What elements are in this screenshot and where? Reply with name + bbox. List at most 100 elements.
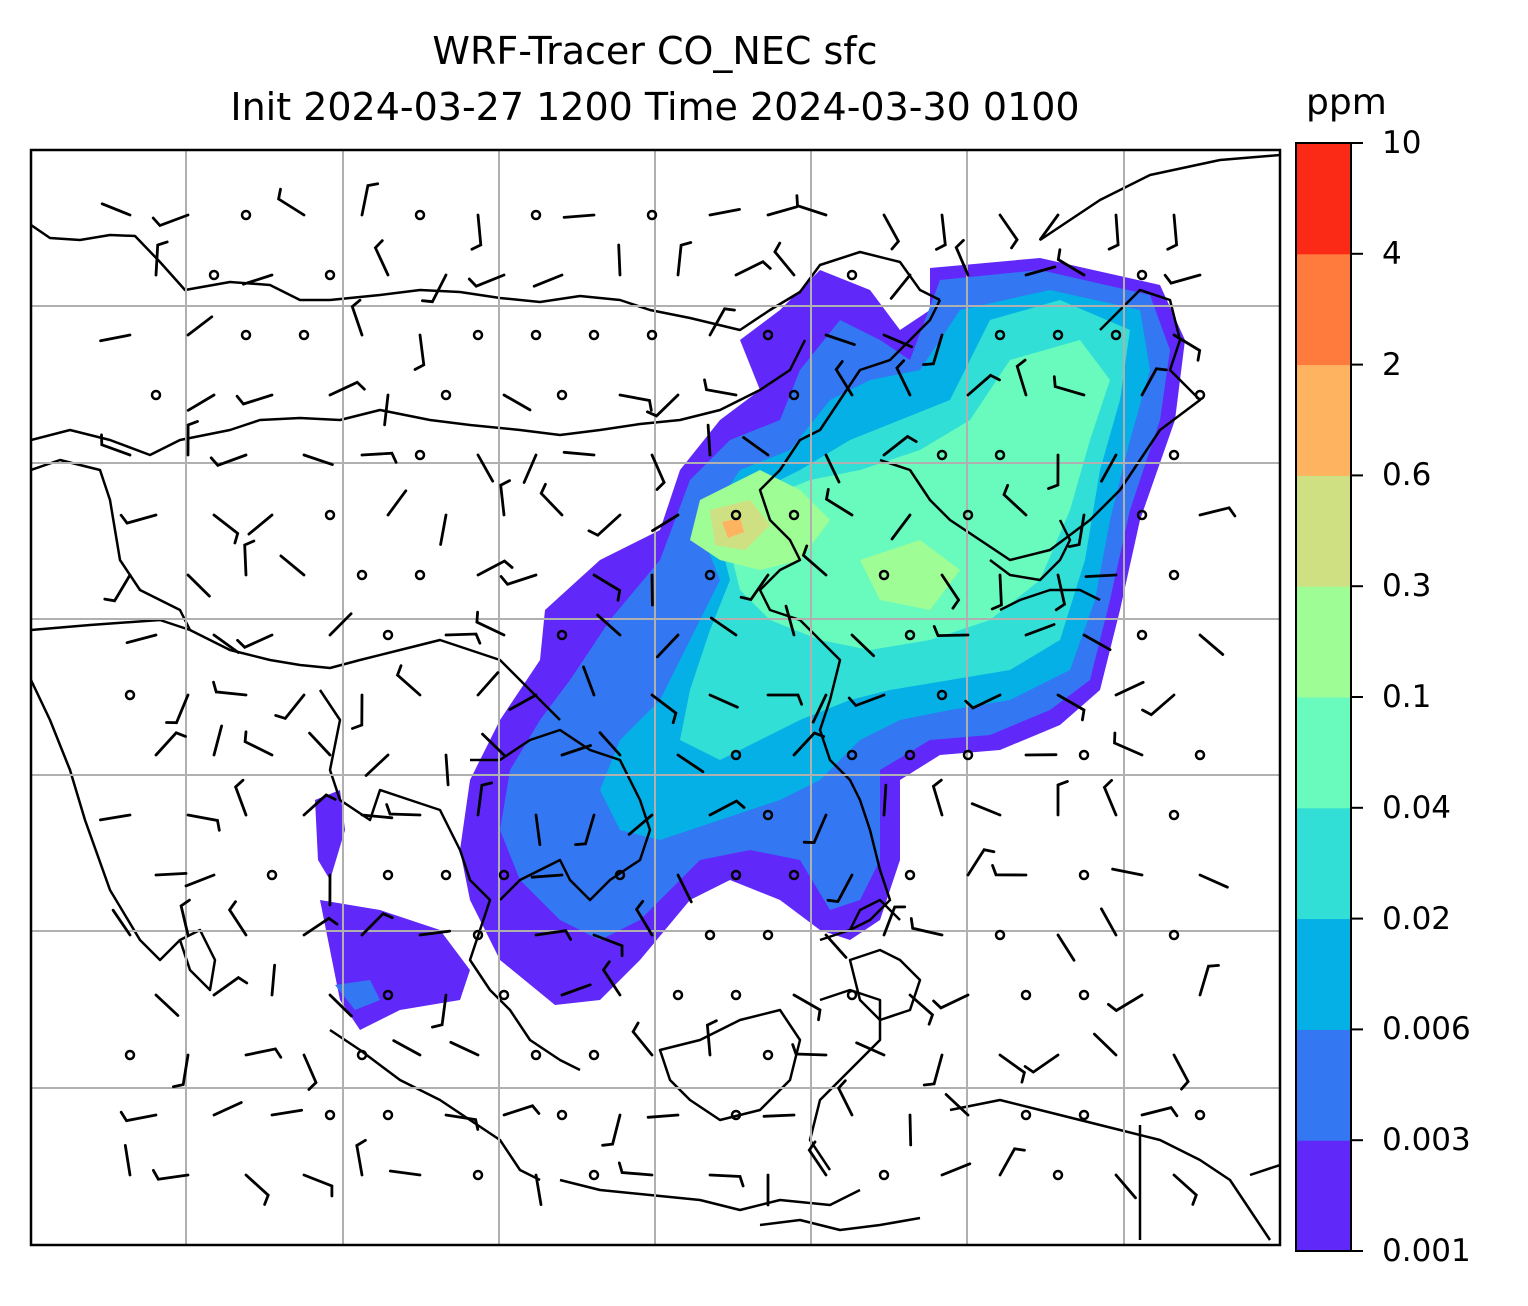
- calm-wind-marker: [936, 689, 948, 701]
- calm-wind-marker: [240, 329, 252, 341]
- wind-barb: [592, 933, 624, 958]
- wind-barb: [431, 993, 448, 1029]
- calm-wind-marker: [1136, 269, 1148, 281]
- wind-barb: [1054, 573, 1067, 612]
- wind-barb: [243, 539, 256, 577]
- wind-barb: [807, 1140, 828, 1177]
- wind-barb: [882, 333, 913, 349]
- map-title-line2: Init 2024-03-27 1200 Time 2024-03-30 010…: [230, 85, 1080, 129]
- wind-barb: [935, 213, 947, 251]
- calm-wind-marker: [646, 209, 658, 221]
- wind-barb: [242, 273, 274, 286]
- calm-wind-marker: [324, 1109, 336, 1121]
- calm-wind-marker: [762, 809, 774, 821]
- calm-wind-marker: [588, 1169, 600, 1181]
- wind-barb: [125, 633, 158, 645]
- wind-barb: [587, 513, 622, 537]
- colorbar-swatch: [1296, 697, 1351, 809]
- wind-barb: [209, 453, 248, 467]
- tracer-field: [315, 258, 1185, 1030]
- wind-barb: [1107, 213, 1120, 251]
- wind-barb: [233, 778, 248, 817]
- wind-barb: [1141, 693, 1176, 717]
- wind-barb: [560, 983, 592, 997]
- calm-wind-marker: [530, 209, 542, 221]
- wind-barb: [560, 744, 592, 757]
- wind-barb: [99, 333, 132, 343]
- wind-barb: [444, 632, 482, 645]
- calm-wind-marker: [1078, 1109, 1090, 1121]
- wind-barb: [908, 993, 935, 1026]
- colorbar-swatch: [1296, 364, 1351, 476]
- wind-barb: [395, 664, 422, 697]
- wind-barb: [151, 213, 190, 228]
- wind-barb: [998, 1053, 1026, 1084]
- wind-barb: [123, 1144, 132, 1177]
- calm-wind-marker: [382, 989, 394, 1001]
- calm-wind-marker: [1136, 509, 1148, 521]
- calm-wind-marker: [904, 629, 916, 641]
- wind-barb: [383, 393, 390, 427]
- wind-barb: [212, 680, 248, 697]
- calm-wind-marker: [762, 329, 774, 341]
- colorbar-tick-label: 2: [1382, 346, 1402, 383]
- wind-barb: [676, 873, 693, 904]
- colorbar-tick-label: 0.04: [1382, 789, 1452, 826]
- wind-barb: [811, 693, 828, 724]
- wind-barb: [676, 753, 705, 774]
- colorbar-tick-label: 0.6: [1382, 457, 1432, 494]
- wind-barb: [476, 781, 494, 817]
- wind-barb: [212, 513, 240, 545]
- wind-barb: [1015, 358, 1028, 397]
- wind-barb: [676, 241, 693, 277]
- calm-wind-marker: [704, 929, 716, 941]
- wind-barb: [270, 963, 276, 997]
- wind-barb: [470, 213, 483, 251]
- wind-barb: [1024, 265, 1057, 277]
- calm-wind-marker: [762, 1049, 774, 1061]
- calm-wind-marker: [962, 749, 974, 761]
- calm-wind-marker: [1078, 869, 1090, 881]
- colorbar-swatch: [1296, 1029, 1351, 1141]
- wind-barb: [708, 208, 741, 217]
- tracer-level-6b: [860, 540, 960, 610]
- wind-barb: [388, 1169, 422, 1177]
- wind-barb: [592, 573, 622, 602]
- wind-barb: [328, 380, 366, 397]
- wind-barb: [1172, 1053, 1190, 1091]
- wind-barb: [940, 573, 961, 610]
- wind-barb: [244, 1173, 270, 1206]
- wind-barb: [1166, 213, 1179, 251]
- wind-barb: [499, 573, 538, 586]
- calm-wind-marker: [904, 749, 916, 761]
- wind-barb: [172, 1053, 190, 1089]
- calm-wind-marker: [1194, 749, 1206, 761]
- wind-barb: [795, 194, 828, 217]
- wind-barb: [708, 1173, 745, 1188]
- calm-wind-marker: [356, 1049, 368, 1061]
- wind-barb: [539, 482, 564, 517]
- wind-barb: [1047, 453, 1060, 490]
- wind-barb: [1056, 933, 1076, 962]
- calm-wind-marker: [440, 869, 452, 881]
- wind-barb: [302, 916, 339, 937]
- wind-barb: [882, 905, 907, 937]
- wind-barb: [792, 993, 822, 1022]
- wind-barb: [824, 933, 848, 959]
- tracer-level-1-coast: [315, 790, 345, 880]
- calm-wind-marker: [498, 869, 510, 881]
- wind-barb: [834, 360, 854, 397]
- wind-barb: [889, 273, 912, 300]
- calm-wind-marker: [556, 629, 568, 641]
- colorbar-swatch: [1296, 807, 1351, 920]
- wind-barb: [791, 1043, 828, 1057]
- wind-barb: [1093, 1032, 1118, 1057]
- calm-wind-marker: [878, 1169, 890, 1181]
- calm-wind-marker: [1168, 569, 1180, 581]
- colorbar-swatch: [1296, 586, 1351, 698]
- wind-barb: [270, 1108, 303, 1117]
- colorbar-tick-label: 0.003: [1382, 1122, 1471, 1159]
- wind-barb: [1113, 731, 1144, 757]
- wind-barb: [708, 799, 746, 817]
